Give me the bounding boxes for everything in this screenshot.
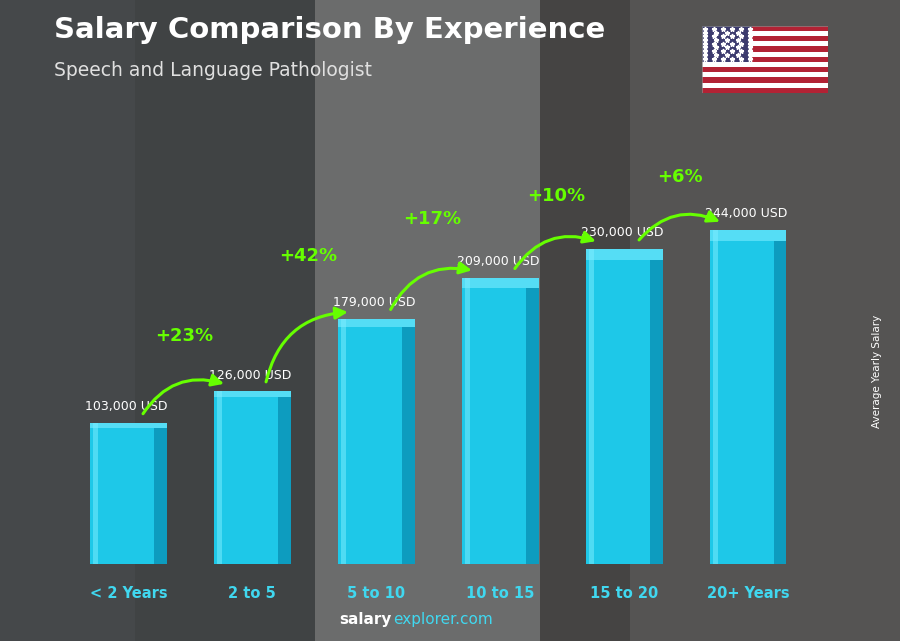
Bar (278, 392, 291, 564)
Bar (338, 319, 415, 328)
Bar (702, 51, 828, 56)
Text: 10 to 15: 10 to 15 (466, 586, 535, 601)
Text: 126,000 USD: 126,000 USD (209, 369, 292, 382)
Bar (155, 423, 166, 564)
Bar (0, 0, 315, 641)
Text: 230,000 USD: 230,000 USD (580, 226, 663, 239)
Text: 244,000 USD: 244,000 USD (705, 207, 787, 220)
Text: 209,000 USD: 209,000 USD (457, 255, 539, 268)
Bar (702, 62, 828, 67)
Text: +17%: +17% (403, 210, 461, 228)
Bar (135, 0, 630, 641)
Bar (540, 0, 900, 641)
Bar (702, 88, 828, 93)
Bar (774, 229, 787, 564)
Bar (462, 278, 526, 564)
Bar (709, 229, 774, 564)
Text: +10%: +10% (526, 187, 585, 205)
Bar (90, 423, 166, 428)
Bar (702, 46, 828, 51)
Text: 5 to 10: 5 to 10 (347, 586, 405, 601)
Text: +23%: +23% (155, 327, 213, 345)
Bar (702, 26, 752, 62)
Bar (338, 319, 402, 564)
Text: 179,000 USD: 179,000 USD (333, 296, 416, 309)
Bar (702, 56, 828, 62)
Bar (214, 392, 278, 564)
Bar (702, 26, 828, 31)
Bar (709, 229, 787, 242)
Text: Speech and Language Pathologist: Speech and Language Pathologist (54, 61, 372, 80)
Text: 15 to 20: 15 to 20 (590, 586, 658, 601)
Bar (402, 319, 415, 564)
Text: 103,000 USD: 103,000 USD (85, 401, 167, 413)
Bar (90, 423, 155, 564)
Bar (589, 249, 594, 564)
Bar (702, 36, 828, 41)
Text: < 2 Years: < 2 Years (89, 586, 167, 601)
Text: +42%: +42% (279, 247, 338, 265)
Bar (702, 67, 828, 72)
Text: Average Yearly Salary: Average Yearly Salary (872, 315, 883, 428)
Text: Salary Comparison By Experience: Salary Comparison By Experience (54, 16, 605, 44)
Bar (702, 78, 828, 83)
Bar (702, 31, 828, 36)
Bar (341, 319, 346, 564)
Text: 20+ Years: 20+ Years (706, 586, 789, 601)
Text: +6%: +6% (657, 168, 703, 186)
Bar (526, 278, 538, 564)
Bar (702, 41, 828, 46)
Text: salary: salary (339, 612, 392, 627)
Bar (650, 249, 662, 564)
Bar (462, 278, 538, 288)
Bar (94, 423, 98, 564)
Bar (713, 229, 718, 564)
Bar (586, 249, 662, 260)
Bar (702, 83, 828, 88)
Text: explorer.com: explorer.com (393, 612, 493, 627)
Bar (702, 72, 828, 78)
Bar (214, 392, 291, 397)
Bar (586, 249, 650, 564)
Bar (465, 278, 470, 564)
Bar (217, 392, 222, 564)
Text: 2 to 5: 2 to 5 (229, 586, 276, 601)
